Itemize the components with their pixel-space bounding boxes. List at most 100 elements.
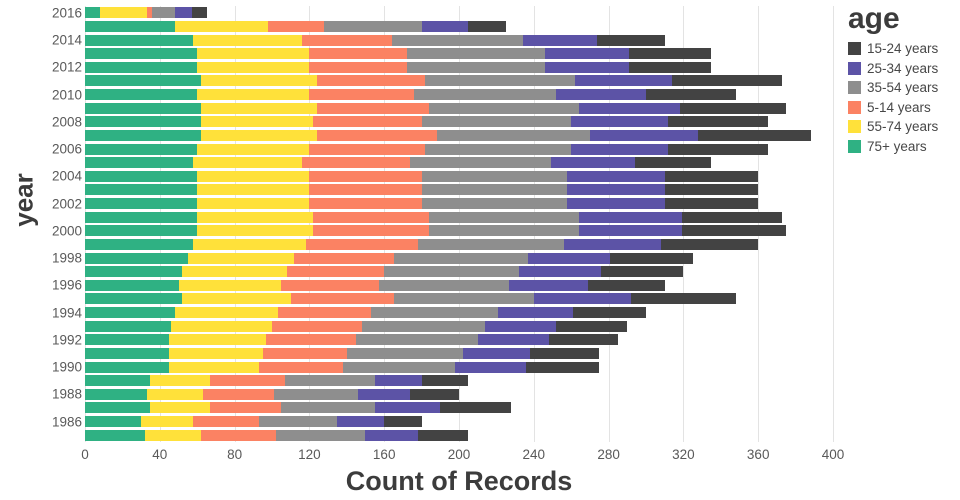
legend-items: 15-24 years 25-34 years 35-54 years 5-14 ye… <box>848 41 958 154</box>
bar-segment <box>193 238 306 250</box>
grid-line <box>683 6 685 442</box>
bar-segment <box>681 211 783 223</box>
bar-segment <box>187 252 295 264</box>
bar-segment <box>597 34 665 46</box>
bar-segment <box>356 334 478 346</box>
bar-segment <box>410 388 459 400</box>
bar-segment <box>85 320 172 332</box>
bar-segment <box>634 157 712 169</box>
x-tick-label: 200 <box>447 447 471 462</box>
bar-segment <box>548 334 618 346</box>
bar-segment <box>371 307 499 319</box>
y-tick-label: 2004 <box>51 168 82 184</box>
bar-segment <box>266 334 357 346</box>
bar-row-1988 <box>85 388 833 400</box>
bar-segment <box>421 20 469 32</box>
bar-segment <box>574 75 673 87</box>
bar-segment <box>169 334 267 346</box>
bar-segment <box>193 34 302 46</box>
bar-segment <box>85 416 142 428</box>
bar-segment <box>425 143 572 155</box>
bar-segment <box>85 375 151 387</box>
bar-segment <box>406 61 545 73</box>
bar-segment <box>268 20 325 32</box>
bar-segment <box>290 293 394 305</box>
bar-segment <box>485 320 557 332</box>
legend-label: 25-34 years <box>867 60 939 76</box>
bar-segment <box>309 61 407 73</box>
bar-segment <box>258 361 344 373</box>
bar-segment <box>610 252 693 264</box>
legend-label: 55-74 years <box>867 119 939 134</box>
bar-row-1997 <box>85 266 833 278</box>
bar-segment <box>573 307 646 319</box>
bar-segment <box>193 157 302 169</box>
bar-segment <box>85 102 201 114</box>
bar-segment <box>365 429 418 441</box>
legend-title: age <box>848 2 900 35</box>
bar-segment <box>85 266 183 278</box>
bar-segment <box>556 320 628 332</box>
y-tick-label: 2002 <box>51 196 82 212</box>
bar-segment <box>393 252 529 264</box>
y-tick-label: 1998 <box>51 250 82 266</box>
bar-segment <box>85 293 183 305</box>
bar-segment <box>85 334 170 346</box>
legend-item: 25-34 years <box>848 61 958 76</box>
bar-segment <box>85 89 198 101</box>
legend-item: 55-74 years <box>848 119 958 134</box>
bar-segment <box>193 416 259 428</box>
bar-row-2005 <box>85 157 833 169</box>
bar-segment <box>384 416 422 428</box>
bar-segment <box>141 416 194 428</box>
bar-segment <box>85 361 170 373</box>
bar-segment <box>421 116 572 128</box>
grid-line <box>608 6 610 442</box>
bar-segment <box>197 170 310 182</box>
bar-segment <box>681 225 787 237</box>
bar-segment <box>588 279 665 291</box>
bar-segment <box>421 184 568 196</box>
bar-segment <box>601 266 684 278</box>
bar-segment <box>200 102 317 114</box>
bar-segment <box>150 375 211 387</box>
bar-segment <box>309 143 426 155</box>
bar-segment <box>477 334 549 346</box>
bar-segment <box>563 238 661 250</box>
bar-row-2015 <box>85 20 833 32</box>
bar-row-2010 <box>85 89 833 101</box>
bar-segment <box>406 48 545 60</box>
bar-segment <box>197 184 310 196</box>
legend-swatch <box>848 42 861 55</box>
bar-segment <box>85 307 175 319</box>
bar-row-1986 <box>85 416 833 428</box>
x-tick-label: 120 <box>298 447 321 462</box>
bar-segment <box>85 347 170 359</box>
bar-segment <box>645 89 736 101</box>
grid-line <box>833 6 834 442</box>
bar-segment <box>421 198 568 210</box>
bar-segment <box>85 75 201 87</box>
bar-segment <box>174 7 192 19</box>
bar-segment <box>85 279 179 291</box>
bar-segment <box>197 225 314 237</box>
bar-segment <box>197 89 310 101</box>
x-tick-label: 240 <box>522 447 546 462</box>
bar-segment <box>182 266 287 278</box>
bar-segment <box>146 388 203 400</box>
bar-segment <box>544 61 630 73</box>
bar-row-1996 <box>85 279 833 291</box>
bar-segment <box>421 375 469 387</box>
bar-segment <box>698 129 811 141</box>
bar-segment <box>374 402 441 414</box>
grid-line <box>459 6 460 442</box>
bar-segment <box>455 361 527 373</box>
bar-segment <box>462 347 531 359</box>
bar-segment <box>262 347 347 359</box>
x-tick-label: 320 <box>672 447 695 462</box>
grid-line <box>758 6 760 442</box>
bar-segment <box>629 48 712 60</box>
bar-segment <box>530 347 600 359</box>
bar-segment <box>528 252 611 264</box>
bar-segment <box>146 7 153 19</box>
